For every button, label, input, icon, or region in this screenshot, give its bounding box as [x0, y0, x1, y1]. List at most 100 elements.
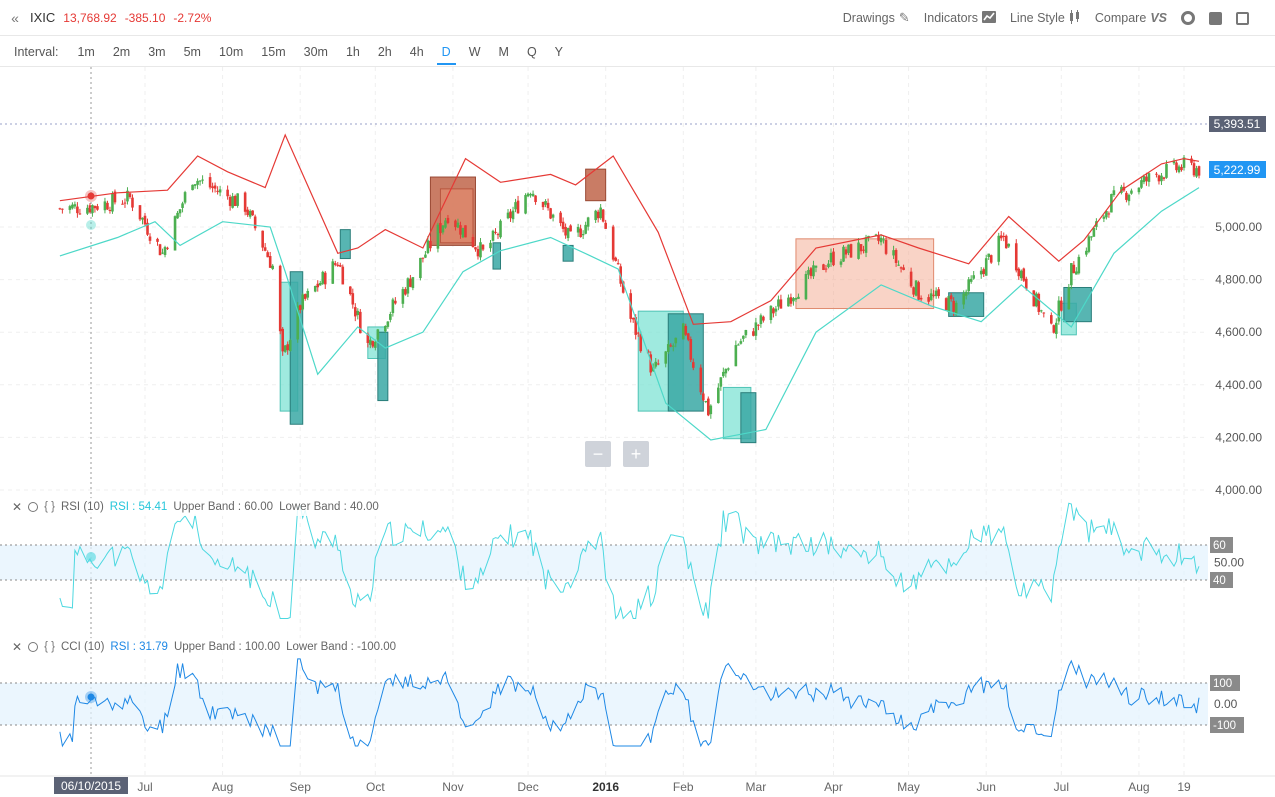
top-toolbar: « IXIC 13,768.92 -385.10 -2.72% Drawings…: [0, 0, 1275, 36]
rsi-name: RSI (10): [60, 501, 104, 513]
candle-body: [579, 228, 582, 238]
line-style-button[interactable]: Line Style: [1010, 9, 1081, 27]
candle-body: [106, 202, 109, 210]
snapshot-icon[interactable]: [1209, 11, 1222, 25]
interval-2h[interactable]: 2h: [377, 44, 392, 59]
x-tick-label: Feb: [673, 780, 694, 794]
candle-body: [323, 272, 327, 285]
candle-body: [531, 193, 535, 197]
double-chevron-left-icon[interactable]: «: [11, 9, 19, 26]
candle-body: [68, 206, 72, 210]
zoom-in-button[interactable]: +: [623, 441, 649, 467]
candle-body: [459, 225, 462, 235]
candle-body: [737, 344, 740, 346]
interval-1h[interactable]: 1h: [345, 44, 360, 59]
candle-body: [772, 308, 775, 314]
candle-body: [409, 278, 412, 287]
candle-body: [919, 297, 923, 300]
interval-4h[interactable]: 4h: [409, 44, 424, 59]
compare-button[interactable]: Compare VS: [1095, 11, 1167, 25]
candle-body: [516, 200, 520, 214]
cci-band-tag-label: 100: [1213, 678, 1232, 690]
indicators-button[interactable]: Indicators: [923, 10, 996, 26]
code-braces-icon[interactable]: { }: [44, 641, 55, 653]
interval-5m[interactable]: 5m: [183, 44, 201, 59]
x-tick-label: Jul: [137, 780, 152, 794]
candle-body: [1112, 190, 1116, 195]
candle-body: [742, 335, 745, 339]
interval-2m[interactable]: 2m: [112, 44, 131, 59]
candle-body: [774, 308, 778, 312]
candle-body: [253, 216, 257, 229]
candle-body: [1004, 235, 1008, 249]
candle-body: [236, 193, 239, 206]
candle-body: [243, 192, 247, 212]
close-icon[interactable]: ✕: [12, 500, 23, 514]
candle-body: [1077, 256, 1081, 274]
candle-body: [296, 305, 300, 340]
interval-w[interactable]: W: [468, 44, 481, 59]
indicators-label: Indicators: [923, 11, 978, 25]
code-braces-icon[interactable]: { }: [44, 501, 55, 513]
interval-1m[interactable]: 1m: [77, 44, 95, 59]
x-tick-label: Mar: [746, 780, 767, 794]
rsi-value: RSI : 54.41: [109, 501, 168, 513]
candle-body: [787, 297, 790, 307]
candle-body: [892, 250, 895, 256]
candle-body: [286, 344, 290, 351]
interval-m[interactable]: M: [498, 44, 509, 59]
band-fill: [740, 392, 757, 444]
interval-30m[interactable]: 30m: [303, 44, 328, 59]
interval-q[interactable]: Q: [526, 44, 537, 59]
interval-10m[interactable]: 10m: [218, 44, 244, 59]
candle-body: [376, 329, 380, 340]
candle-body: [812, 265, 815, 277]
interval-15m[interactable]: 15m: [261, 44, 286, 59]
zoom-out-button[interactable]: −: [585, 441, 611, 467]
candle-body: [1034, 293, 1038, 307]
rsi-lower: Lower Band : 40.00: [279, 501, 379, 513]
candle-body: [822, 264, 825, 270]
candle-body: [1175, 162, 1178, 171]
candle-body: [481, 244, 485, 250]
chart-tools: Drawings ✎ Indicators Line Style Compare…: [843, 0, 1249, 36]
copy-icon[interactable]: [1236, 11, 1249, 25]
candle-body: [263, 247, 267, 251]
band-fill: [377, 331, 389, 402]
interval-d[interactable]: D: [433, 37, 460, 67]
candle-body: [862, 249, 865, 251]
settings-gear-icon[interactable]: [1181, 11, 1195, 25]
candle-body: [441, 225, 445, 233]
candle-body: [669, 345, 673, 347]
candle-body: [1165, 164, 1168, 178]
candle-body: [411, 277, 415, 289]
candle-body: [917, 282, 920, 300]
candle-body: [1162, 177, 1166, 179]
candle-body: [366, 333, 370, 343]
high-price-label: 5,393.51: [1214, 117, 1261, 131]
x-tick-label: 19: [1177, 780, 1191, 794]
eye-icon[interactable]: [28, 502, 39, 512]
candle-body: [604, 222, 607, 229]
drawings-button[interactable]: Drawings ✎: [843, 10, 910, 26]
interval-3m[interactable]: 3m: [148, 44, 166, 59]
candle-body: [1050, 315, 1053, 324]
candle-body: [356, 310, 360, 316]
candle-body: [246, 209, 249, 216]
candle-body: [58, 208, 62, 210]
candle-body: [143, 215, 147, 225]
candle-body: [1145, 176, 1148, 182]
crosshair-date-label: 06/10/2015: [61, 779, 121, 793]
close-icon[interactable]: ✕: [12, 640, 23, 654]
symbol-name[interactable]: IXIC: [30, 10, 56, 25]
candle-body: [954, 302, 958, 315]
candle-body: [649, 354, 653, 373]
candle-body: [456, 222, 460, 228]
price-tick-label: 4,600.00: [1215, 325, 1262, 339]
candle-body: [158, 244, 162, 256]
eye-icon[interactable]: [28, 642, 39, 652]
interval-y[interactable]: Y: [554, 44, 564, 59]
band-fill: [492, 242, 502, 270]
candles: [58, 155, 1201, 419]
